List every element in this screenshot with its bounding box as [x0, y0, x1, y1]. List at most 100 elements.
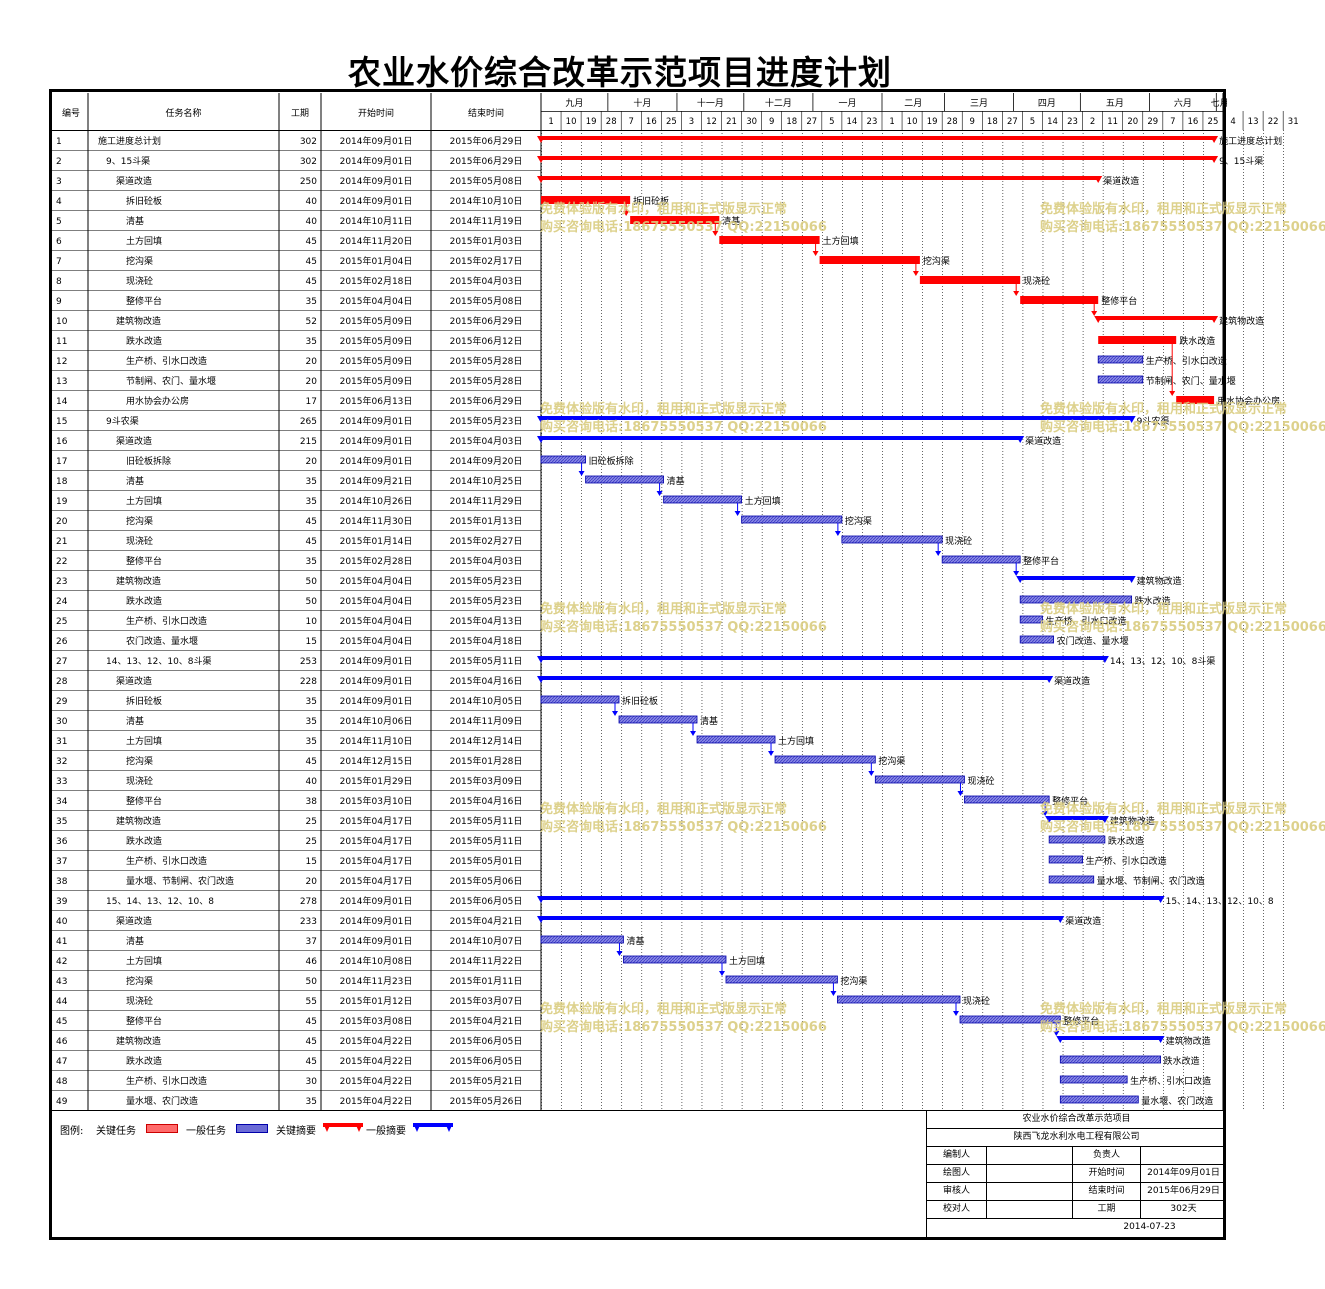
row-start: 2015年01月04日 [340, 255, 413, 267]
row-start: 2014年09月01日 [340, 435, 413, 447]
row-duration: 25 [306, 817, 317, 827]
row-start: 2014年11月23日 [340, 975, 413, 987]
day-tick-label: 1 [889, 117, 894, 127]
row-start: 2014年10月08日 [340, 955, 413, 967]
row-id: 32 [56, 757, 67, 767]
row-task-name: 拆旧砼板 [126, 695, 162, 707]
row-task-name: 清基 [126, 935, 144, 947]
reviewed-by-label: 审核人 [927, 1182, 987, 1200]
summary-end-cap [1100, 816, 1109, 823]
critical-task-bar [1020, 296, 1099, 304]
row-duration: 302 [300, 137, 317, 147]
watermark-line2: 购买咨询电话:18675550537 QQ:22150066 [1040, 1019, 1325, 1035]
row-end: 2014年10月25日 [450, 475, 523, 487]
bar-label: 挖沟渠 [923, 255, 950, 267]
critical-task-bar [630, 216, 720, 224]
row-task-name: 渠道改造 [116, 175, 152, 187]
watermark-line1: 免费体验版有水印，租用和正式版显示正常 [540, 1001, 787, 1017]
bar-label: 挖沟渠 [845, 515, 872, 527]
task-bar [1019, 615, 1043, 624]
row-end: 2015年05月28日 [450, 355, 523, 367]
day-tick-label: 18 [786, 117, 797, 127]
duration-label: 工期 [1073, 1200, 1141, 1218]
bar-label: 现浇砼 [945, 535, 972, 547]
task-bar [841, 535, 943, 544]
watermark-line1: 免费体验版有水印，租用和正式版显示正常 [540, 401, 787, 417]
row-end: 2015年05月21日 [450, 1075, 523, 1087]
row-id: 33 [56, 777, 67, 787]
bar-label: 量水堰、农门改造 [1141, 1095, 1213, 1107]
row-end: 2015年04月18日 [450, 635, 523, 647]
day-tick-label: 11 [1107, 117, 1118, 127]
legend-critical-summary-label: 关键摘要 [276, 1126, 316, 1137]
row-start: 2015年04月22日 [340, 1055, 413, 1067]
bar-label: 跌水改造 [1164, 1055, 1200, 1067]
row-end: 2015年05月01日 [450, 855, 523, 867]
day-tick-label: 28 [606, 117, 617, 127]
legend-title: 图例: [60, 1126, 84, 1137]
task-bar [663, 495, 742, 504]
day-tick-label: 5 [1030, 117, 1035, 127]
row-task-name: 土方回填 [126, 495, 162, 507]
month-label: 五月 [1106, 98, 1124, 109]
summary-bar [1049, 816, 1105, 820]
row-task-name: 节制闸、农门、量水堰 [126, 375, 216, 387]
row-id: 20 [56, 517, 68, 527]
watermark-line2: 购买咨询电话:18675550537 QQ:22150066 [1040, 819, 1325, 835]
row-task-name: 跌水改造 [126, 335, 162, 347]
summary-start-cap [1056, 1036, 1065, 1043]
row-duration: 35 [306, 297, 317, 307]
day-tick-label: 30 [746, 117, 757, 127]
row-start: 2015年04月04日 [340, 575, 413, 587]
row-id: 30 [56, 717, 68, 727]
row-task-name: 清基 [126, 215, 144, 227]
row-task-name: 现浇砼 [126, 535, 153, 547]
day-tick-label: 31 [1288, 117, 1299, 127]
critical-task-bar [719, 236, 820, 244]
summary-bar [541, 436, 1021, 440]
bar-label: 清基 [667, 475, 685, 487]
task-bar [1097, 355, 1144, 364]
summary-bar [541, 136, 1215, 140]
row-duration: 35 [306, 1097, 317, 1107]
row-start: 2014年09月21日 [340, 475, 413, 487]
row-start: 2014年10月11日 [340, 215, 413, 227]
row-duration: 30 [306, 1077, 318, 1087]
summary-end-cap [1016, 436, 1025, 443]
day-tick-label: 4 [1230, 117, 1235, 127]
row-duration: 45 [306, 1057, 317, 1067]
day-tick-label: 19 [586, 117, 597, 127]
row-duration: 45 [306, 517, 317, 527]
row-duration: 253 [300, 657, 317, 667]
summary-end-cap [1056, 916, 1065, 923]
header-id: 编号 [62, 107, 80, 119]
row-id: 36 [56, 837, 68, 847]
watermark-line2: 购买咨询电话:18675550537 QQ:22150066 [540, 219, 827, 235]
bar-label: 用水协会办公房 [1217, 395, 1280, 407]
row-end: 2015年06月12日 [450, 335, 523, 347]
row-start: 2015年06月13日 [340, 395, 413, 407]
row-id: 23 [56, 577, 67, 587]
task-bar [964, 795, 1050, 804]
row-end: 2015年04月16日 [450, 675, 523, 687]
row-end: 2015年05月23日 [450, 415, 523, 427]
prepared-by-label: 编制人 [927, 1146, 987, 1164]
task-bar [618, 715, 698, 724]
bar-label: 渠道改造 [1103, 175, 1139, 187]
summary-end-cap [1210, 136, 1219, 143]
row-end: 2014年11月19日 [450, 215, 523, 227]
row-end: 2015年06月29日 [450, 155, 523, 167]
row-id: 40 [56, 917, 68, 927]
row-id: 43 [56, 977, 67, 987]
bar-label: 旧砼板拆除 [589, 455, 634, 467]
critical-task-bar [1176, 396, 1215, 404]
row-duration: 35 [306, 497, 317, 507]
row-id: 38 [56, 877, 68, 887]
watermark-line2: 购买咨询电话:18675550537 QQ:22150066 [1040, 219, 1325, 235]
row-start: 2014年09月01日 [340, 675, 413, 687]
row-start: 2014年11月10日 [340, 735, 413, 747]
row-duration: 40 [306, 217, 318, 227]
dependency-arrow [768, 751, 775, 756]
day-tick-label: 23 [1067, 117, 1078, 127]
task-bar [623, 955, 727, 964]
